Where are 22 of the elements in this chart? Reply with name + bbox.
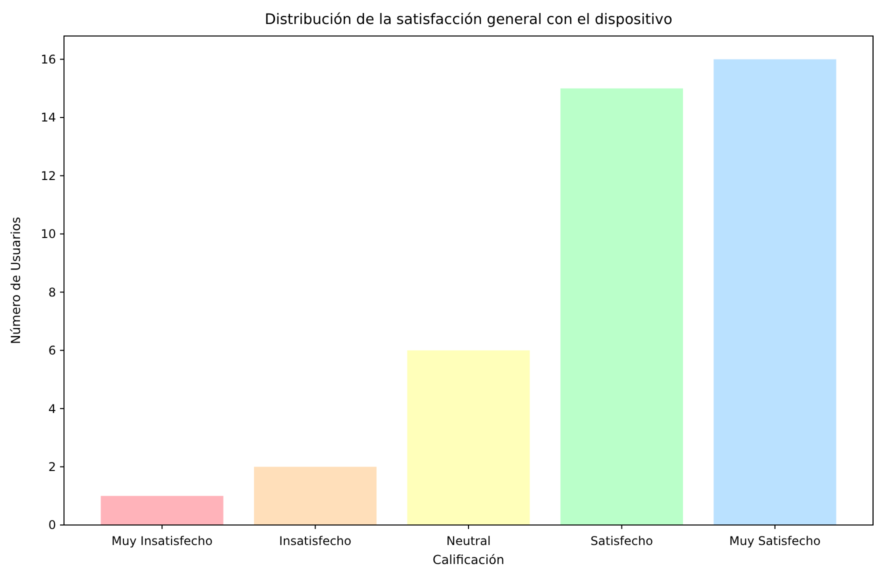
y-tick-label: 14 [40, 110, 56, 125]
x-tick-label: Satisfecho [590, 534, 653, 548]
x-tick-label: Muy Insatisfecho [112, 534, 213, 548]
bar [714, 59, 836, 525]
y-tick-label: 16 [40, 52, 56, 66]
bar [100, 496, 224, 525]
y-tick-label: 6 [48, 344, 56, 358]
y-tick-label: 4 [48, 402, 56, 416]
y-tick-label: 10 [40, 227, 56, 242]
y-tick-label: 0 [48, 518, 56, 532]
x-tick-label: Neutral [446, 534, 491, 548]
y-tick-label: 12 [40, 168, 56, 183]
x-tick-label: Insatisfecho [279, 534, 352, 548]
x-axis-title: Calificación [432, 552, 504, 567]
bar [254, 466, 377, 525]
bar [407, 350, 530, 525]
y-axis-title: Número de Usuarios [8, 216, 23, 344]
y-tick-label: 8 [48, 285, 56, 300]
x-tick-label: Muy Satisfecho [729, 534, 821, 548]
bar [560, 88, 684, 525]
chart-title: Distribución de la satisfacción general con el dispositivo [264, 12, 672, 28]
y-tick-label: 2 [48, 460, 56, 474]
